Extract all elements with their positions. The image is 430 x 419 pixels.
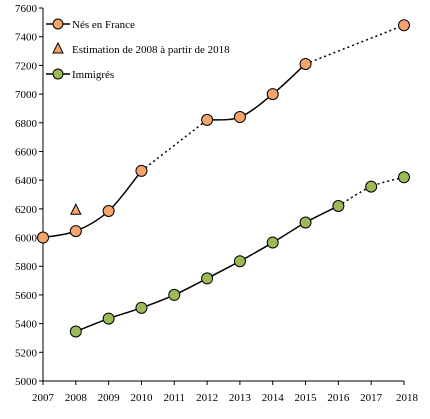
- x-tick-label: 2010: [130, 392, 153, 404]
- nes-en-france-point: [266, 88, 279, 101]
- x-tick-label: 2009: [98, 392, 121, 404]
- x-tick-label: 2013: [229, 392, 252, 404]
- series-dotted-line-nes-en-france: [140, 119, 208, 172]
- legend-triangle-marker: [52, 41, 64, 54]
- nes-en-france-point: [201, 113, 214, 126]
- x-tick-label: 2017: [360, 392, 383, 404]
- y-tick-label: 5600: [15, 290, 38, 302]
- immigres-point: [332, 199, 345, 212]
- estimate-point: [70, 203, 82, 215]
- x-tick-label: 2018: [396, 392, 419, 404]
- immigres-point: [233, 255, 246, 268]
- legend-label: Estimation de 2008 à partir de 2018: [72, 44, 230, 56]
- immigres-point: [201, 272, 214, 285]
- legend-circle-marker: [52, 68, 64, 80]
- y-tick-label: 7600: [15, 3, 38, 15]
- immigres-point: [299, 216, 312, 229]
- y-tick-label: 5200: [15, 347, 38, 359]
- x-tick-label: 2007: [32, 392, 55, 404]
- y-tick-label: 5800: [15, 261, 38, 273]
- nes-en-france-point: [69, 225, 82, 238]
- x-tick-label: 2011: [163, 392, 185, 404]
- x-tick-label: 2008: [65, 392, 88, 404]
- series-line-nes-en-france: [42, 170, 143, 239]
- legend: Nés en France Estimation de 2008 à partir…: [46, 18, 230, 81]
- y-tick-label: 6600: [15, 146, 38, 158]
- axes: 5000 5200 5400 5600 5800 6000 6200 6400 6600 6800…: [15, 3, 419, 404]
- immigres-point: [168, 288, 181, 301]
- y-tick-label: 6000: [15, 233, 38, 245]
- y-tick-label: 7400: [15, 32, 38, 44]
- y-tick-label: 7200: [15, 60, 38, 72]
- immigres-point: [102, 312, 115, 325]
- y-tick-label: 5400: [15, 319, 38, 331]
- y-tick-label: 6200: [15, 204, 38, 216]
- series-layer: [37, 19, 410, 338]
- x-tick-label: 2012: [196, 392, 218, 404]
- y-tick-label: 6400: [15, 175, 38, 187]
- y-tick-label: 7000: [15, 89, 38, 101]
- nes-en-france-point: [37, 231, 49, 244]
- nes-en-france-point: [135, 164, 148, 177]
- nes-en-france-point: [233, 111, 246, 124]
- nes-en-france-point: [102, 204, 115, 217]
- immigres-point: [135, 301, 148, 314]
- x-tick-label: 2014: [262, 392, 285, 404]
- nes-en-france-point: [299, 57, 312, 70]
- legend-label: Immigrés: [72, 69, 114, 81]
- immigres-point: [266, 236, 279, 249]
- legend-label: Nés en France: [72, 19, 135, 31]
- y-tick-label: 6800: [15, 118, 38, 130]
- x-tick-label: 2015: [295, 392, 318, 404]
- series-line-nes-en-france: [207, 63, 307, 121]
- x-tick-label: 2016: [327, 392, 350, 404]
- immigres-point: [365, 180, 378, 193]
- nes-en-france-point: [398, 19, 410, 32]
- y-tick-label: 5000: [15, 376, 38, 388]
- immigres-point: [69, 325, 82, 338]
- legend-circle-marker: [52, 18, 64, 30]
- series-line-immigres: [75, 205, 339, 333]
- series-dotted-line-nes-en-france: [305, 24, 405, 65]
- immigres-point: [398, 171, 410, 184]
